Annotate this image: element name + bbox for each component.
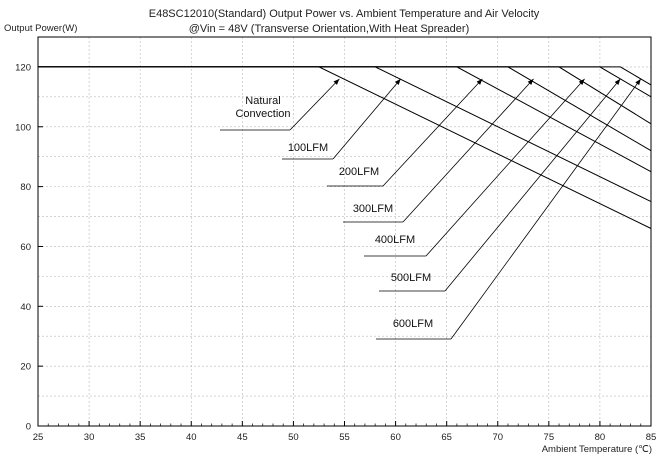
annotation-arrowhead — [578, 78, 585, 85]
annotation-arrowhead — [614, 78, 621, 86]
x-tick-label: 70 — [492, 432, 503, 443]
x-tick-label: 80 — [595, 432, 606, 443]
x-tick-label: 35 — [135, 432, 146, 443]
series-annotation: 600LFM — [376, 78, 642, 340]
y-tick-label: 120 — [15, 62, 31, 73]
chart-title-line-1: E48SC12010(Standard) Output Power vs. Am… — [149, 8, 540, 20]
annotation-leader-line — [444, 78, 621, 292]
annotation-label: 600LFM — [393, 318, 433, 330]
y-tick-label: 60 — [20, 242, 31, 253]
annotation-arrowhead — [635, 78, 641, 86]
series-annotation: 100LFM — [282, 78, 401, 160]
x-tick-label: 50 — [288, 432, 299, 443]
x-tick-label: 55 — [339, 432, 350, 443]
annotation-label: 400LFM — [375, 234, 415, 246]
series-line — [38, 66, 652, 125]
annotation-arrowhead — [333, 78, 340, 85]
x-axis-label: Ambient Temperature (℃) — [542, 444, 652, 455]
plot-frame — [37, 36, 652, 427]
annotation-label: 500LFM — [391, 272, 431, 284]
annotation-arrowhead — [476, 78, 483, 85]
y-tick-label: 80 — [20, 182, 31, 193]
annotation-label: 300LFM — [353, 203, 393, 215]
y-tick-label: 100 — [15, 122, 31, 133]
tick-labels: 25 30 35 40 45 50 55 60 65 70 75 80 85 0 20 40 60 80 100 12… — [15, 62, 656, 443]
series-annotation: 200LFM — [327, 78, 483, 187]
annotation-arrowhead — [527, 78, 534, 85]
annotation-leader-line — [332, 78, 401, 160]
x-tick-label: 85 — [646, 432, 657, 443]
x-tick-label: 25 — [33, 432, 44, 443]
annotation-leader-line — [425, 78, 585, 257]
x-tick-label: 40 — [186, 432, 197, 443]
series-line — [38, 66, 652, 229]
annotation-leader-line — [382, 78, 483, 187]
y-tick-label: 40 — [20, 302, 31, 313]
y-tick-label: 0 — [26, 422, 31, 433]
y-axis-label: Output Power(W) — [4, 23, 77, 34]
x-tick-label: 65 — [441, 432, 452, 443]
series-annotation: 400LFM — [364, 78, 585, 257]
x-tick-label: 30 — [84, 432, 95, 443]
x-tick-label: 75 — [544, 432, 555, 443]
annotation-leader-line — [289, 78, 340, 131]
series-lines — [38, 66, 652, 229]
annotation-leader-line — [450, 78, 642, 340]
x-tick-label: 45 — [237, 432, 248, 443]
y-tick-label: 20 — [20, 362, 31, 373]
series-line — [38, 66, 652, 86]
annotation-label: Natural — [245, 95, 280, 107]
annotation-arrowhead — [394, 78, 401, 86]
annotation-label: 200LFM — [339, 166, 379, 178]
x-tick-label: 60 — [390, 432, 401, 443]
annotation-leader-line — [402, 78, 534, 223]
chart-title-line-2: @Vin = 48V (Transverse Orientation,With … — [189, 23, 469, 35]
series-annotation: 300LFM — [343, 78, 534, 223]
annotation-label: Convection — [235, 108, 290, 120]
series-annotation: 500LFM — [379, 78, 621, 292]
grid — [38, 37, 651, 426]
annotation-label: 100LFM — [288, 142, 328, 154]
